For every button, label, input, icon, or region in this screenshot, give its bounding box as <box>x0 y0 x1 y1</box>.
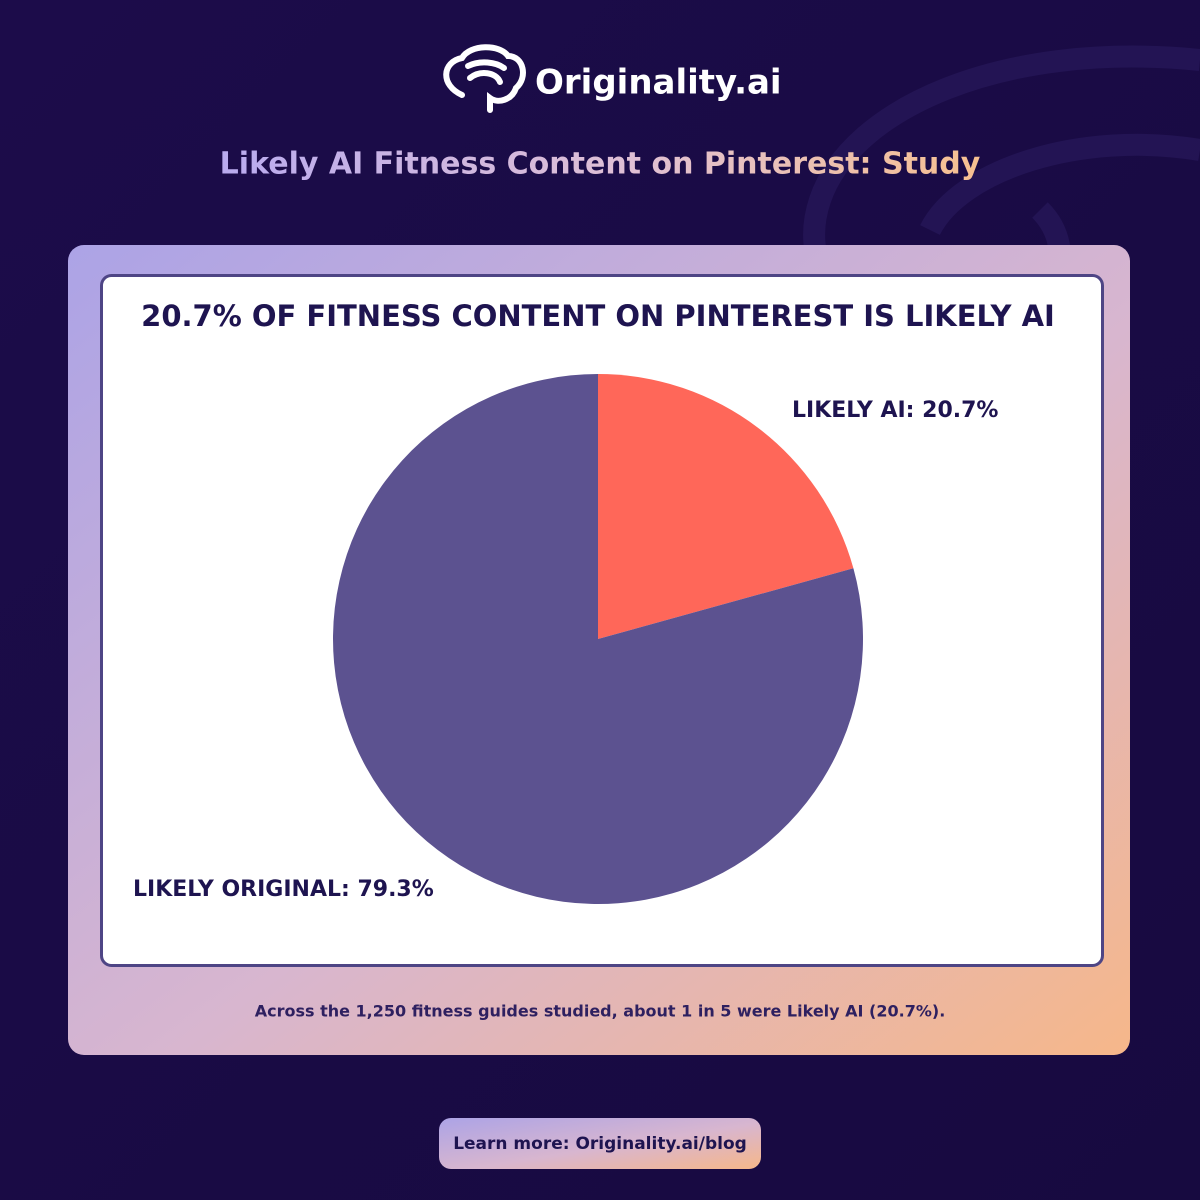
brand-logo <box>443 44 526 113</box>
page-title: Likely AI Fitness Content on Pinterest: … <box>220 147 981 182</box>
pie-slice <box>333 374 863 905</box>
chart-title: 20.7% OF FITNESS CONTENT ON PINTEREST IS… <box>141 299 1055 333</box>
slice-label: LIKELY AI: 20.7% <box>792 398 998 423</box>
learn-more-button[interactable] <box>439 1118 761 1169</box>
learn-more-link[interactable]: Learn more: Originality.ai/blog <box>453 1134 747 1154</box>
brand-name: Originality.ai <box>535 63 782 103</box>
pie-chart: LIKELY AI: 20.7% LIKELY ORIGINAL: 79.3% <box>133 374 998 905</box>
pie-slice <box>598 374 854 639</box>
caption: Across the 1,250 fitness guides studied,… <box>255 1002 946 1021</box>
slice-label: LIKELY ORIGINAL: 79.3% <box>133 877 434 902</box>
